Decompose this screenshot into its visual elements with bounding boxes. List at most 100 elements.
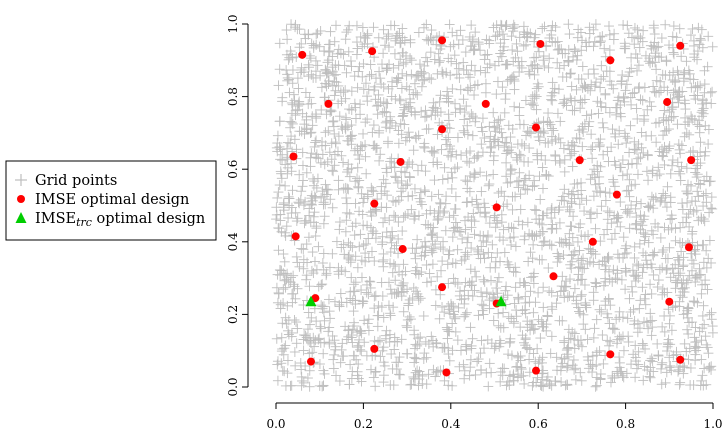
grid-point [618,232,629,243]
grid-point [426,230,437,241]
grid-point [401,70,412,81]
grid-point [614,306,625,317]
grid-point [426,245,437,256]
grid-point [633,346,644,357]
grid-point [310,109,321,120]
grid-point [506,31,517,42]
grid-point [531,104,542,115]
grid-point [618,19,629,30]
grid-point [584,256,595,267]
grid-point [369,291,380,302]
grid-point [415,293,426,304]
imse-point [676,41,685,50]
grid-point [556,354,567,365]
grid-point [298,334,309,345]
grid-point [435,90,446,101]
grid-point [630,219,641,230]
grid-point [524,69,535,80]
grid-point [684,317,695,328]
grid-point [647,322,658,333]
grid-point [318,380,329,391]
grid-point [674,379,685,390]
grid-point [476,287,487,298]
grid-point [452,278,463,289]
grid-point [413,380,424,391]
grid-point [437,174,448,185]
grid-point [698,300,709,311]
grid-point [304,210,315,221]
grid-point [351,37,362,48]
grid-point [672,119,683,130]
grid-point [334,224,345,235]
imse-point [575,156,584,165]
grid-point [470,116,481,127]
grid-point [513,352,524,363]
grid-point [459,285,470,296]
grid-point [358,84,369,95]
grid-point [587,153,598,164]
grid-point [423,35,434,46]
grid-point [348,306,359,317]
grid-point [528,324,539,335]
grid-point [605,300,616,311]
grid-point [686,265,697,276]
grid-point [707,41,718,52]
grid-point [386,153,397,164]
grid-point [569,364,580,375]
y-tick-label: 0.2 [226,305,240,324]
grid-point [478,300,489,311]
grid-point [591,347,602,358]
grid-point [466,60,477,71]
grid-point [396,83,407,94]
grid-point [390,35,401,46]
grid-point [581,195,592,206]
grid-point [329,160,340,171]
grid-point [515,189,526,200]
grid-point [404,311,415,322]
grid-point [433,48,444,59]
grid-point [387,267,398,278]
grid-point [460,47,471,58]
grid-point [666,325,677,336]
grid-point [456,150,467,161]
grid-point [492,218,503,229]
grid-point [385,232,396,243]
grid-point [650,51,661,62]
grid-point [660,197,671,208]
grid-point [437,342,448,353]
grid-point [586,144,597,155]
grid-point [427,146,438,157]
grid-point [589,68,600,79]
imse-trc-point [495,295,507,307]
grid-point [341,334,352,345]
grid-point [520,173,531,184]
grid-point [492,136,503,147]
grid-point [672,65,683,76]
grid-point [633,260,644,271]
grid-point [406,204,417,215]
grid-point [591,281,602,292]
grid-point [611,338,622,349]
grid-point [421,208,432,219]
grid-point [577,97,588,108]
grid-point [676,246,687,257]
grid-point [692,240,703,251]
grid-point [490,31,501,42]
grid-point [328,354,339,365]
grid-point [284,87,295,98]
grid-point [551,298,562,309]
grid-point [538,302,549,313]
grid-point [352,162,363,173]
grid-point [539,61,550,72]
grid-point [569,328,580,339]
grid-point [646,130,657,141]
grid-point [273,287,284,298]
grid-point [429,54,440,65]
grid-point [590,223,601,234]
imse-point [298,50,307,59]
grid-point [361,238,372,249]
grid-point [370,366,381,377]
grid-point [588,287,599,298]
grid-point [450,191,461,202]
grid-point [621,186,632,197]
